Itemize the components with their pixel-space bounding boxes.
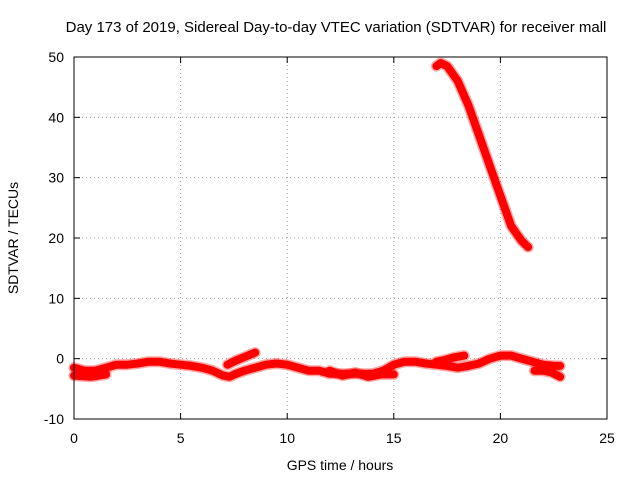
x-tick-label: 25 bbox=[599, 430, 615, 446]
y-tick-label: 0 bbox=[56, 351, 64, 367]
y-tick-label: -10 bbox=[44, 411, 64, 427]
y-tick-label: 30 bbox=[48, 170, 64, 186]
series-line-segment-a bbox=[223, 348, 260, 369]
chart-title: Day 173 of 2019, Sidereal Day-to-day VTE… bbox=[66, 19, 607, 36]
series-line-segment-c bbox=[432, 351, 469, 366]
y-tick-label: 10 bbox=[48, 290, 64, 306]
series-halo-segment-late bbox=[430, 57, 534, 253]
y-axis-label: SDTVAR / TECUs bbox=[5, 182, 21, 294]
x-axis-label: GPS time / hours bbox=[287, 457, 394, 473]
series-line-segment-late bbox=[432, 59, 533, 252]
x-tick-label: 15 bbox=[386, 430, 402, 446]
x-tick-label: 20 bbox=[493, 430, 509, 446]
series-halo-segment-d bbox=[529, 365, 566, 383]
y-tick-label: 50 bbox=[48, 49, 64, 65]
x-tick-label: 10 bbox=[279, 430, 295, 446]
tick-group bbox=[73, 56, 608, 420]
series-line-baseline bbox=[70, 351, 565, 381]
series-line-segment-e bbox=[70, 370, 110, 381]
series-group bbox=[68, 57, 566, 383]
y-tick-label: 40 bbox=[48, 109, 64, 125]
y-tick-label: 20 bbox=[48, 230, 64, 246]
series-line-segment-b bbox=[325, 366, 398, 381]
x-tick-label: 5 bbox=[177, 430, 185, 446]
x-tick-label: 0 bbox=[70, 430, 78, 446]
series-halo-baseline bbox=[68, 350, 566, 383]
series-halo-segment-e bbox=[68, 368, 112, 383]
series-halo-segment-a bbox=[222, 347, 261, 371]
series-halo-segment-c bbox=[430, 350, 470, 368]
series-halo-segment-b bbox=[324, 365, 400, 383]
series-line-segment-d bbox=[530, 366, 565, 381]
tick-label-group: 0 5 10 15 20 25 -10 0 10 20 30 40 50 bbox=[44, 49, 615, 446]
